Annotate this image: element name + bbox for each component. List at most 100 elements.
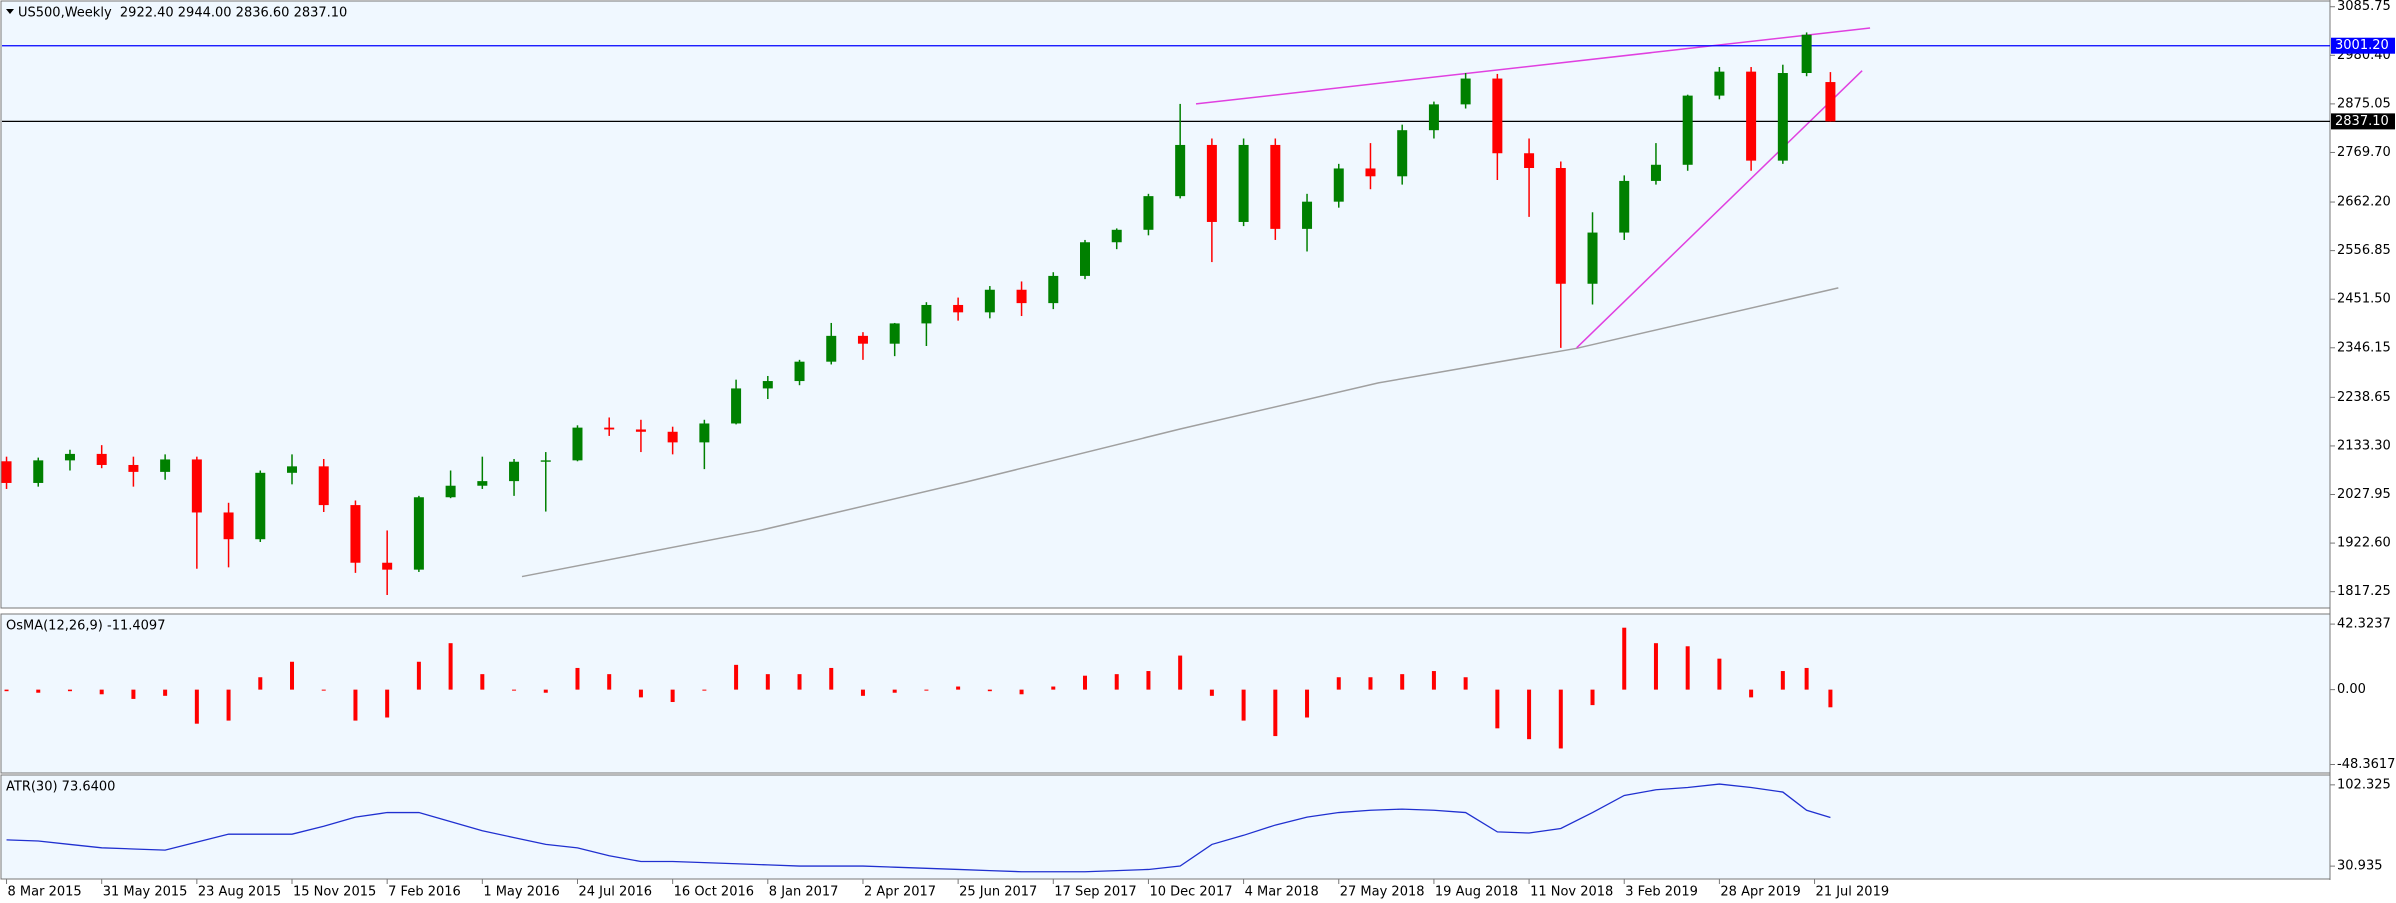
osma-panel — [0, 613, 2331, 774]
y-tick-label: 102.325 — [2337, 777, 2391, 792]
osma-bar — [1114, 674, 1119, 690]
osma-bar — [1527, 689, 1532, 740]
osma-bar — [1368, 677, 1373, 690]
candle-body — [794, 361, 805, 382]
price-label-box — [2331, 37, 2395, 54]
y-tick-label: 2027.95 — [2337, 487, 2391, 502]
candle-body — [1746, 71, 1757, 161]
candle-body — [984, 289, 995, 313]
candle-body — [826, 335, 837, 362]
candle-body — [223, 512, 234, 540]
candle-body — [699, 423, 710, 443]
candle-body — [1397, 130, 1408, 177]
osma-bar — [1083, 675, 1088, 690]
osma-bar — [416, 661, 421, 690]
x-tick-label: 1 May 2016 — [483, 885, 560, 900]
y-tick-label: 2875.05 — [2337, 96, 2391, 111]
menu-arrow[interactable] — [6, 9, 14, 14]
candle-body — [921, 304, 932, 324]
candle-body — [1080, 242, 1091, 276]
osma-bar — [670, 689, 675, 703]
osma-bar — [1780, 671, 1785, 690]
candle-body — [1365, 168, 1376, 177]
candle-body — [318, 466, 329, 506]
candle-body — [1682, 95, 1693, 165]
candle-body — [1460, 78, 1471, 105]
candle-body — [1825, 82, 1836, 122]
x-tick-label: 21 Jul 2019 — [1816, 885, 1890, 900]
y-tick-label: 30.935 — [2337, 859, 2383, 874]
x-tick-label: 23 Aug 2015 — [198, 885, 281, 900]
atr-panel — [0, 774, 2331, 880]
osma-bar — [860, 689, 865, 696]
candle-body — [1143, 196, 1154, 230]
osma-bar — [1717, 658, 1722, 690]
candle-body — [350, 505, 361, 563]
candle-body — [1587, 232, 1598, 284]
y-tick-label: 2346.15 — [2337, 340, 2391, 355]
osma-bar — [226, 689, 231, 721]
candle-body — [1619, 180, 1630, 233]
osma-bar — [67, 689, 72, 692]
osma-bar — [1804, 667, 1809, 690]
candle-body — [413, 497, 424, 570]
x-tick-label: 7 Feb 2016 — [388, 885, 461, 900]
candle-body — [762, 381, 773, 389]
candle-body — [1175, 144, 1186, 197]
x-tick-label: 4 Mar 2018 — [1245, 885, 1319, 900]
y-tick-label: 2133.30 — [2337, 438, 2391, 453]
osma-bar — [36, 689, 41, 693]
x-tick-label: 28 Apr 2019 — [1720, 885, 1800, 900]
candle-body — [1555, 168, 1566, 284]
osma-bar — [258, 677, 263, 690]
overlay-line — [1195, 27, 1871, 105]
x-tick-label: 16 Oct 2016 — [674, 885, 754, 900]
osma-bar — [1019, 689, 1024, 695]
osma-bar — [4, 689, 9, 692]
osma-bar — [1495, 689, 1500, 729]
osma-bar — [607, 674, 612, 690]
candle-body — [1777, 73, 1788, 161]
candle-body — [1111, 229, 1122, 243]
osma-bar — [1828, 689, 1833, 708]
y-tick-label: 42.3237 — [2337, 617, 2391, 632]
candle-body — [635, 429, 646, 432]
osma-bar — [1273, 689, 1278, 737]
candle-body — [1492, 78, 1503, 154]
candle-body — [572, 427, 583, 461]
candle-body — [953, 304, 964, 313]
osma-bar — [290, 661, 295, 690]
panel-title: ATR(30) 73.6400 — [6, 780, 115, 795]
x-tick-label: 8 Mar 2015 — [8, 885, 82, 900]
candle-body — [96, 453, 107, 465]
candle-body — [1016, 289, 1027, 304]
osma-bar — [1241, 689, 1246, 721]
osma-bar — [385, 689, 390, 718]
osma-bar — [163, 689, 168, 696]
overlay-line — [1576, 70, 1863, 349]
x-tick-label: 15 Nov 2015 — [293, 885, 376, 900]
candle-body — [1, 461, 12, 483]
candle-body — [1428, 104, 1439, 131]
y-tick-label: 2662.20 — [2337, 195, 2391, 210]
osma-bar — [448, 643, 453, 690]
candle-body — [1048, 275, 1059, 304]
osma-bar — [829, 667, 834, 690]
osma-bar — [353, 689, 358, 721]
candle-body — [287, 466, 298, 473]
candle-body — [509, 461, 520, 482]
x-tick-label: 3 Feb 2019 — [1625, 885, 1698, 900]
osma-bar — [512, 689, 517, 691]
candle-body — [1270, 144, 1281, 229]
osma-bar — [1400, 674, 1405, 690]
candle-body — [1801, 34, 1812, 74]
osma-bar — [1178, 655, 1183, 690]
osma-bar — [1146, 671, 1151, 690]
osma-bar — [734, 664, 739, 690]
x-tick-label: 19 Aug 2018 — [1435, 885, 1518, 900]
candle-body — [1302, 201, 1313, 229]
candle-body — [160, 459, 171, 472]
price-label: 3001.20 — [2335, 38, 2389, 53]
y-tick-label: 2769.70 — [2337, 145, 2391, 160]
